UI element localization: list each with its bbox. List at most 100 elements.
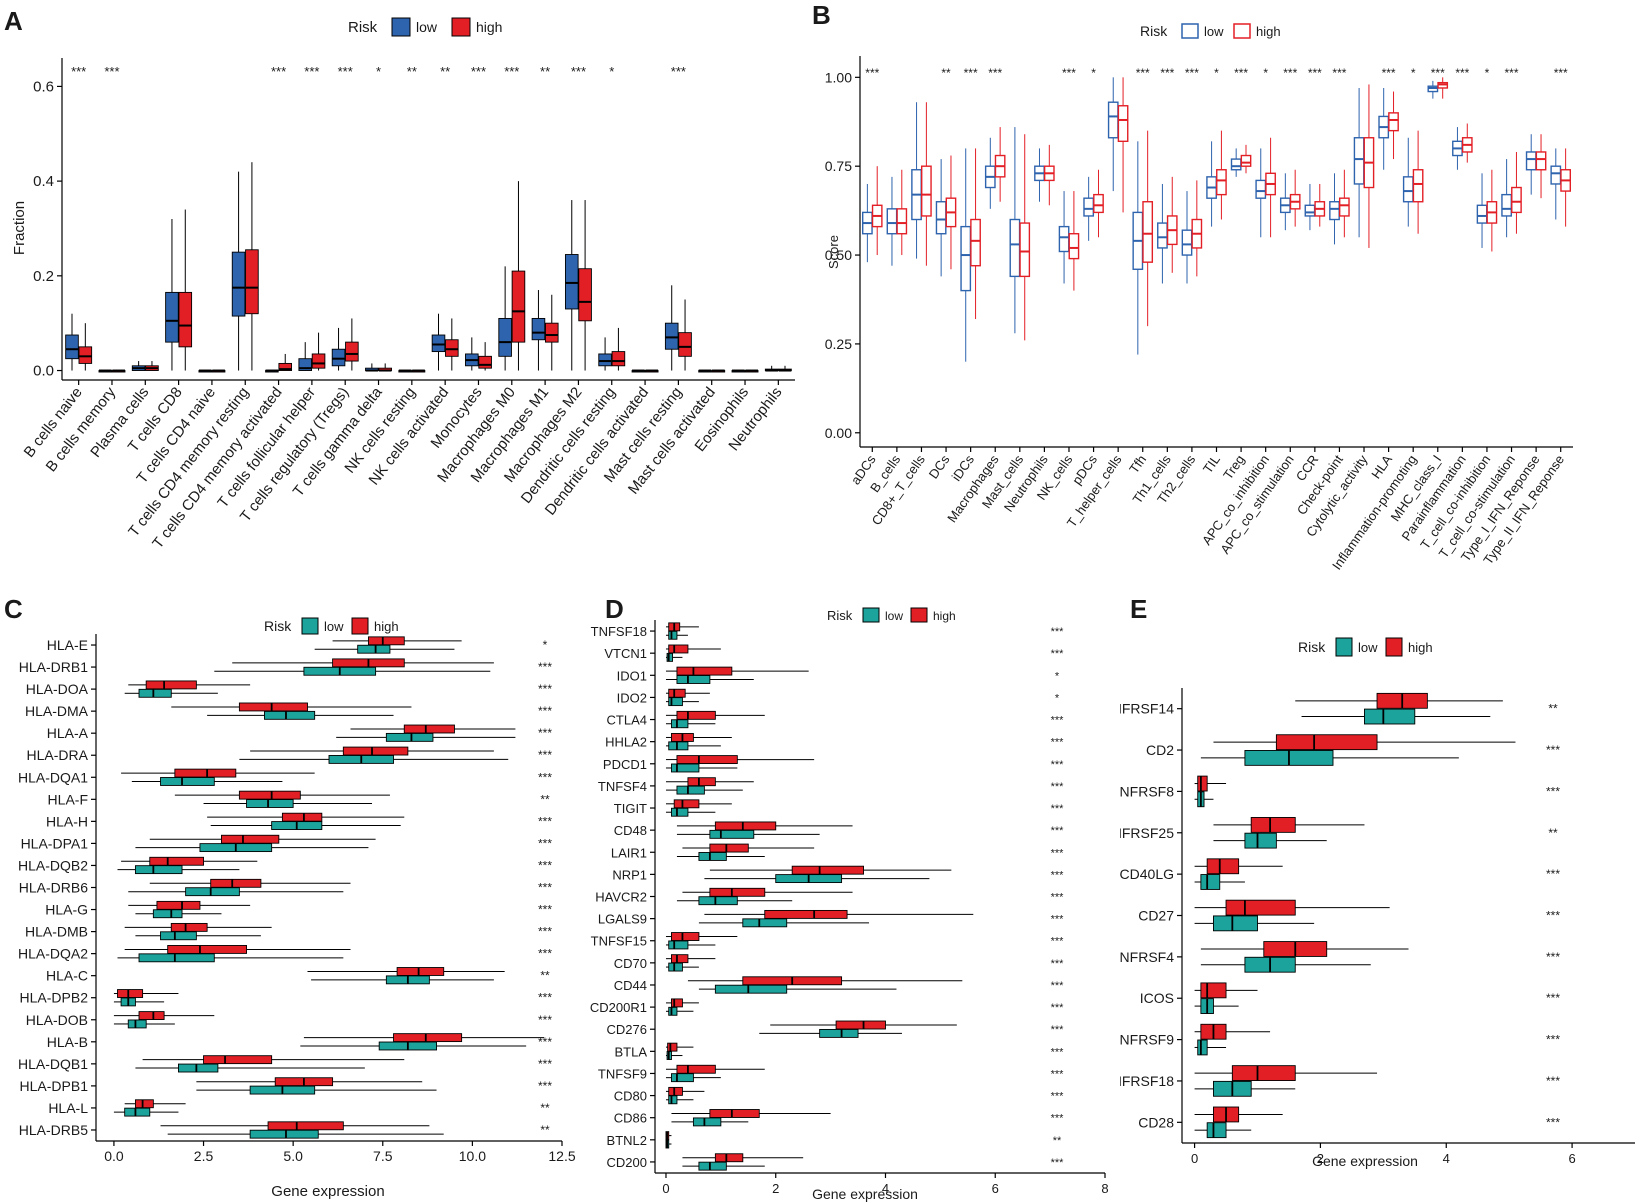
panel-c-significance-label: *** — [538, 881, 552, 895]
panel-c-category-label: HLA-H — [46, 813, 88, 829]
panel-c-category-label: HLA-E — [47, 637, 88, 653]
panel-d-category-label: TNFSF4 — [598, 779, 647, 794]
panel-c-legend-title: Risk — [264, 618, 292, 634]
panel-d-significance-label: *** — [1051, 1157, 1065, 1169]
panel-d-significance-label: *** — [1051, 781, 1065, 793]
panel-c-box-hla-dma-high — [238, 702, 308, 712]
panel-c-box-hla-h-high — [281, 812, 323, 822]
panel-c-category-label: HLA-B — [47, 1034, 88, 1050]
panel-a-significance-label: * — [376, 64, 381, 79]
panel-c-significance-label: *** — [538, 1035, 552, 1049]
panel-d-legend-low-swatch — [862, 607, 880, 623]
panel-e-significance-label: *** — [1546, 909, 1560, 923]
panel-d-box-tigit-low — [671, 807, 689, 817]
panel-d-box-cd200-high — [714, 1153, 744, 1163]
panel-c-category-label: HLA-DQB1 — [18, 1056, 88, 1072]
panel-e-x-tick-label: 4 — [1443, 1151, 1450, 1166]
panel-c-box-hla-dqb1-high — [203, 1055, 273, 1065]
panel-c-box-hla-dpa1-high — [221, 834, 280, 844]
panel-d-significance-label: *** — [1051, 847, 1065, 859]
panel-e-box-cd40lg-high — [1206, 858, 1240, 875]
panel-c-significance-label: ** — [540, 969, 550, 983]
panel-a-box-macrophages-m1-high — [544, 322, 559, 343]
panel-c-box-hla-l-high — [134, 1099, 154, 1109]
panel-b-box-treg-low — [1230, 158, 1242, 171]
panel-d-box-cd200r1-low — [668, 1006, 678, 1016]
panel-b-legend: Risk low high — [1140, 23, 1281, 39]
panel-c-x-tick-label: 5.0 — [283, 1148, 303, 1164]
panel-d-box-ido1-low — [676, 675, 711, 684]
panel-c-box-hla-dqb2-high — [149, 856, 204, 866]
panel-b-box-idcs-low — [960, 225, 972, 292]
panel-d-category-label: CTLA4 — [607, 713, 647, 728]
panel-b-significance-label: *** — [1332, 66, 1346, 80]
panel-e-category-label: TNFRSF14 — [1120, 701, 1174, 717]
panel-b-significance-label: *** — [1382, 66, 1396, 80]
panel-a-box-t-cells-regulatory-tregs-low — [331, 348, 346, 367]
panel-d-significance-label: *** — [1051, 715, 1065, 727]
panel-c-category-label: HLA-DOA — [26, 681, 89, 697]
panel-c-box-hla-doa-low — [138, 688, 172, 698]
panel-c-box-hla-dpb2-high — [117, 989, 144, 998]
panel-c-chart: C Risk low high Gene expression 0.0 2.5 5.… — [4, 594, 575, 1200]
panel-a-significance-label: *** — [104, 64, 119, 79]
panel-c-significance-label: *** — [538, 814, 552, 828]
panel-a-box-b-cells-naive-high — [78, 346, 93, 364]
panel-a-significance-label: *** — [471, 64, 486, 79]
panel-d-category-label: NRP1 — [612, 867, 647, 882]
panel-d-x-tick-label: 6 — [992, 1181, 999, 1196]
panel-c-category-label: HLA-L — [48, 1100, 88, 1116]
panel-d-category-label: CD44 — [614, 978, 647, 993]
panel-e-legend-high-swatch — [1385, 637, 1403, 657]
panel-e-letter: E — [1130, 594, 1147, 624]
panel-c-significance-label: *** — [538, 1057, 552, 1071]
panel-b-legend-high-swatch — [1233, 23, 1251, 39]
panel-e-legend-low-swatch — [1335, 637, 1353, 657]
panel-d-significance-label: *** — [1051, 892, 1065, 904]
panel-c-box-hla-dma-low — [264, 710, 316, 720]
panel-d-category-label: CD200 — [607, 1155, 647, 1170]
panel-b-box-check-point-low — [1329, 201, 1340, 221]
panel-c-significance-label: *** — [538, 660, 552, 674]
panel-d-significance-label: *** — [1051, 759, 1065, 771]
panel-d-category-label: CD80 — [614, 1089, 647, 1104]
panel-b-box-cytolytic-activity-low — [1353, 137, 1365, 185]
panel-e-significance-label: ** — [1548, 826, 1558, 840]
panel-d-significance-label: *** — [1051, 869, 1065, 881]
panel-b-y-tick-label: 0.75 — [825, 158, 852, 174]
panel-d-category-label: BTNL2 — [607, 1133, 647, 1148]
panel-e-box-cd28-low — [1206, 1122, 1227, 1139]
panel-c-box-hla-b-high — [393, 1033, 463, 1043]
panel-e-category-label: TNFRSF18 — [1120, 1073, 1174, 1089]
panel-e-significance-label: *** — [1546, 784, 1560, 798]
panel-c-box-hla-drb6-low — [185, 887, 240, 897]
panel-d-box-cd48-low — [709, 829, 755, 839]
panel-c-x-tick-label: 0.0 — [104, 1148, 124, 1164]
panel-b-box-type-i-ifn-reponse-low — [1525, 151, 1537, 171]
panel-b-y-axis-title: Score — [826, 235, 841, 269]
panel-c-box-hla-dqa2-low — [138, 953, 215, 963]
panel-d-significance-label: *** — [1051, 1002, 1065, 1014]
panel-e-box-tnfrsf8-high — [1197, 775, 1208, 792]
panel-c-box-hla-dqb1-low — [177, 1063, 219, 1073]
panel-b-box-t-cell-co-stimulation-low — [1501, 193, 1512, 217]
panel-c-category-label: HLA-DOB — [26, 1012, 88, 1028]
panel-d-box-tigit-high — [673, 799, 700, 809]
panel-e-box-tnfrsf25-low — [1244, 832, 1277, 849]
panel-a-significance-label: ** — [407, 64, 417, 79]
panel-d-box-tnfsf18-low — [668, 630, 678, 640]
panel-b-significance-label: *** — [1431, 66, 1445, 80]
panel-e-x-tick-label: 0 — [1191, 1151, 1198, 1166]
panel-d-chart: D Risk low high Gene expression 0 2 4 6 8 TNF… — [590, 594, 1109, 1202]
panel-b-category-label: DCs — [926, 452, 953, 482]
panel-a-box-nk-cells-activated-low — [431, 334, 446, 353]
panel-e-category-label: TNFRSF8 — [1120, 783, 1174, 799]
panel-c-box-hla-dqa1-low — [160, 777, 215, 786]
panel-d-significance-label: * — [1055, 670, 1060, 682]
panel-c-box-hla-e-low — [357, 644, 391, 654]
panel-d-x-tick-label: 8 — [1101, 1181, 1108, 1196]
panel-b-box-mast-cells-high — [1019, 222, 1031, 278]
panel-d-box-vtcn1-high — [668, 644, 689, 654]
panel-a-significance-label: * — [609, 64, 614, 79]
panel-b-legend-low-swatch — [1181, 23, 1199, 39]
